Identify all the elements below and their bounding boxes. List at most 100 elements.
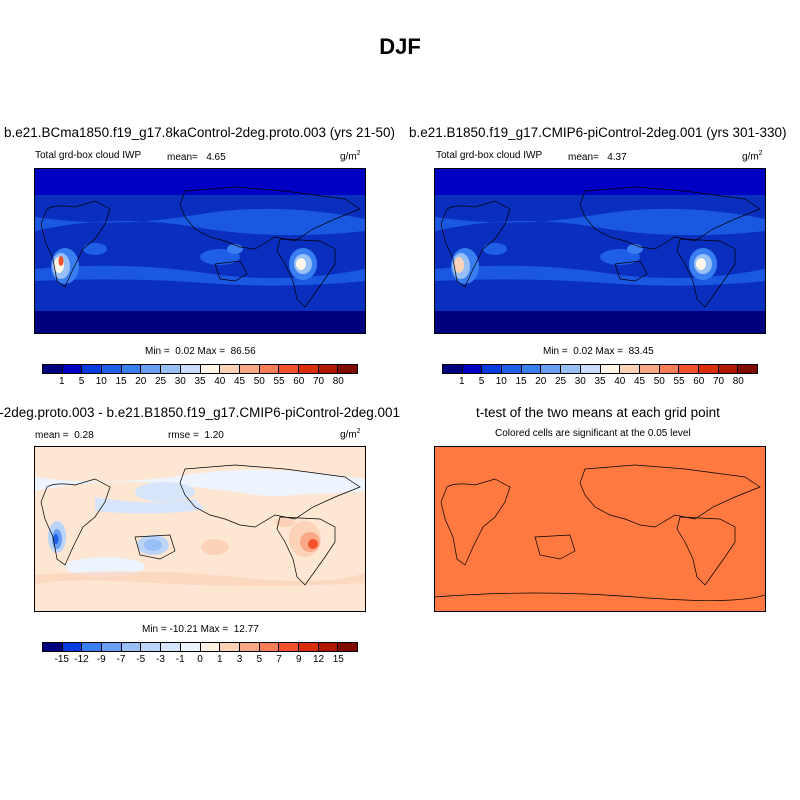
colorbar-tick-label: 20 xyxy=(535,376,547,387)
colorbar-tick-label: 70 xyxy=(712,376,725,387)
colorbar-tick-label: 12 xyxy=(312,654,325,665)
colorbar-segment xyxy=(620,365,640,373)
colorbar-tick-label: 60 xyxy=(693,376,705,387)
colorbar-tick-label: 35 xyxy=(594,376,606,387)
colorbar-tick-label: 55 xyxy=(273,376,285,387)
colorbar-segment xyxy=(521,365,542,373)
colorbar-segment xyxy=(482,365,503,373)
colorbar-tick-label: -5 xyxy=(136,654,146,665)
panel1-colorbar xyxy=(42,364,358,374)
colorbar-segment xyxy=(62,365,83,373)
colorbar-tick-label: 5 xyxy=(256,654,263,665)
colorbar-segment xyxy=(180,643,201,651)
colorbar-segment xyxy=(279,365,299,373)
colorbar-tick-label: 80 xyxy=(732,376,744,387)
colorbar-segment xyxy=(141,643,162,651)
panel3-rmse: rmse = 1.20 xyxy=(168,430,224,441)
colorbar-segment xyxy=(102,643,122,651)
colorbar-segment xyxy=(121,643,142,651)
colorbar-segment xyxy=(161,365,181,373)
colorbar-tick-label: -15 xyxy=(54,654,69,665)
colorbar-segment xyxy=(698,365,719,373)
colorbar-tick-label: 40 xyxy=(214,376,226,387)
colorbar-tick-label: 15 xyxy=(515,376,527,387)
panel3-units: g/m2 xyxy=(340,428,361,441)
colorbar-tick-label: 25 xyxy=(554,376,567,387)
panel1-map xyxy=(34,168,366,334)
colorbar-segment xyxy=(180,365,201,373)
panel2-colorbar-ticks: 1 5 10 15 20 25 30 35 40 45 50 55 60 70 80 xyxy=(442,376,758,388)
colorbar-segment xyxy=(82,643,103,651)
panel2-map xyxy=(434,168,766,334)
colorbar-segment xyxy=(679,365,699,373)
panel3-colorbar xyxy=(42,642,358,652)
colorbar-tick-label: 35 xyxy=(194,376,206,387)
panel1-mean: mean= 4.65 xyxy=(167,152,226,163)
colorbar-tick-label: 7 xyxy=(276,654,282,665)
panel2-variable-label: Total grd-box cloud IWP xyxy=(436,150,543,161)
colorbar-segment xyxy=(161,643,181,651)
colorbar-tick-label: 5 xyxy=(78,376,85,387)
panel1-variable-label: Total grd-box cloud IWP xyxy=(35,150,142,161)
colorbar-segment xyxy=(600,365,621,373)
colorbar-segment xyxy=(43,365,63,373)
panel3-colorbar-ticks: -15 -12 -9 -7 -5 -3 -1 0 1 3 5 7 9 12 15 xyxy=(42,654,358,666)
colorbar-tick-label: 15 xyxy=(115,376,127,387)
colorbar-segment xyxy=(298,365,319,373)
colorbar-segment xyxy=(580,365,601,373)
colorbar-tick-label: 5 xyxy=(478,376,485,387)
colorbar-tick-label: 60 xyxy=(293,376,305,387)
colorbar-tick-label: 0 xyxy=(197,654,203,665)
colorbar-segment xyxy=(298,643,319,651)
colorbar-segment xyxy=(279,643,299,651)
colorbar-tick-label: 80 xyxy=(332,376,344,387)
colorbar-segment xyxy=(541,365,562,373)
colorbar-tick-label: 15 xyxy=(332,654,344,665)
panel3-min-max: Min = -10.21 Max = 12.77 xyxy=(142,624,259,635)
panel3-title: b.e21.BCma1850.f19_g17.8kaControl-2deg.p… xyxy=(0,405,400,420)
colorbar-segment xyxy=(102,365,122,373)
panel1-colorbar-ticks: 1 5 10 15 20 25 30 35 40 45 50 55 60 70 80 xyxy=(42,376,358,388)
colorbar-segment xyxy=(239,643,260,651)
panel1-min-max: Min = 0.02 Max = 86.56 xyxy=(145,346,256,357)
colorbar-tick-label: 45 xyxy=(233,376,246,387)
colorbar-segment xyxy=(338,643,357,651)
colorbar-tick-label: 50 xyxy=(253,376,265,387)
colorbar-tick-label: 1 xyxy=(216,654,223,665)
panel3-mean: mean = 0.28 xyxy=(35,430,94,441)
colorbar-tick-label: 20 xyxy=(135,376,147,387)
colorbar-segment xyxy=(502,365,522,373)
colorbar-tick-label: -12 xyxy=(74,654,89,665)
colorbar-segment xyxy=(318,365,339,373)
colorbar-segment xyxy=(561,365,581,373)
colorbar-segment xyxy=(62,643,83,651)
panel4-map xyxy=(434,446,766,612)
colorbar-segment xyxy=(220,643,240,651)
main-title: DJF xyxy=(379,34,421,59)
colorbar-tick-label: 3 xyxy=(236,654,243,665)
colorbar-tick-label: 25 xyxy=(154,376,167,387)
panel2-map-svg xyxy=(435,169,765,333)
colorbar-tick-label: 30 xyxy=(574,376,586,387)
colorbar-tick-label: 70 xyxy=(312,376,325,387)
colorbar-segment xyxy=(200,643,221,651)
colorbar-segment xyxy=(718,365,739,373)
colorbar-tick-label: 30 xyxy=(174,376,186,387)
colorbar-tick-label: 40 xyxy=(614,376,626,387)
colorbar-segment xyxy=(121,365,142,373)
colorbar-tick-label: 9 xyxy=(295,654,302,665)
panel4-subtitle: Colored cells are significant at the 0.0… xyxy=(495,428,691,439)
colorbar-segment xyxy=(259,643,280,651)
colorbar-segment xyxy=(639,365,660,373)
colorbar-tick-label: -1 xyxy=(175,654,185,665)
colorbar-tick-label: -3 xyxy=(156,654,165,665)
colorbar-segment xyxy=(738,365,757,373)
panel1-title: b.e21.BCma1850.f19_g17.8kaControl-2deg.p… xyxy=(4,125,395,140)
panel4-title: t-test of the two means at each grid poi… xyxy=(476,405,720,420)
colorbar-segment xyxy=(462,365,483,373)
panel4-map-svg xyxy=(435,447,765,611)
panel1-units: g/m2 xyxy=(340,150,361,163)
panel2-mean: mean= 4.37 xyxy=(568,152,627,163)
colorbar-tick-label: 55 xyxy=(673,376,685,387)
colorbar-tick-label: 1 xyxy=(58,376,65,387)
